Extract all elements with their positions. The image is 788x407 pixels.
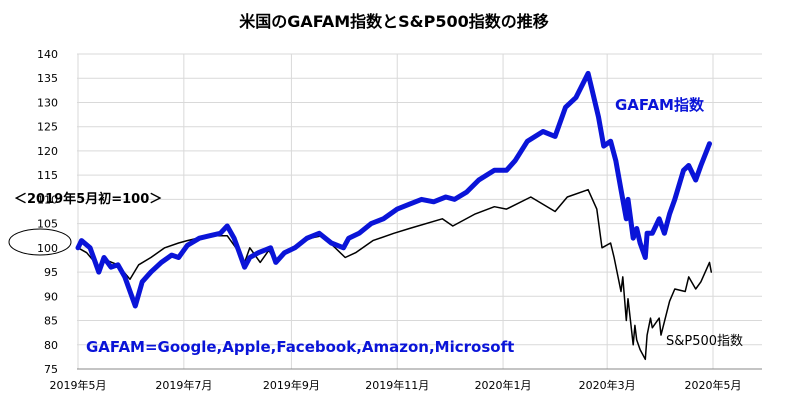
index-base-note: ＜2019年5月初=100＞ xyxy=(14,191,162,207)
y-tick-label: 90 xyxy=(44,290,58,303)
y-tick-label: 100 xyxy=(37,242,58,255)
x-tick-label: 2019年5月 xyxy=(50,378,107,392)
sp500-line xyxy=(77,188,713,361)
y-tick-label: 120 xyxy=(37,145,58,158)
series-label-gafam: GAFAM指数 xyxy=(615,96,705,114)
y-tick-label: 110 xyxy=(37,193,58,206)
x-tick-label: 2019年7月 xyxy=(155,378,212,392)
y-tick-label: 75 xyxy=(44,363,58,376)
x-tick-labels: 2019年5月 2019年7月 2019年9月 2019年11月 2020年1月 2020… xyxy=(50,378,742,392)
x-tick-label: 2020年1月 xyxy=(475,378,532,392)
y-tick-label: 95 xyxy=(44,266,58,279)
x-tick-label: 2019年9月 xyxy=(263,378,320,392)
y-tick-label: 105 xyxy=(37,218,58,231)
y-tick-label: 85 xyxy=(44,315,58,328)
y-tick-label: 140 xyxy=(37,48,58,61)
y-tick-label: 115 xyxy=(37,169,58,182)
gafam-definition-note: GAFAM=Google,Apple,Facebook,Amazon,Micro… xyxy=(86,338,514,356)
y-tick-label: 80 xyxy=(44,339,58,352)
y-tick-label: 135 xyxy=(37,72,58,85)
chart-title: 米国のGAFAM指数とS&P500指数の推移 xyxy=(239,12,549,31)
y-tick-label: 125 xyxy=(37,121,58,134)
y-tick-labels: 75 80 85 90 95 100 105 110 115 120 125 130 135 140 xyxy=(37,48,58,376)
x-tick-label: 2020年5月 xyxy=(685,378,742,392)
y-tick-label: 130 xyxy=(37,96,58,109)
series-label-sp500: S&P500指数 xyxy=(666,334,743,349)
series-lines xyxy=(75,70,713,361)
x-tick-label: 2020年3月 xyxy=(579,378,636,392)
base-value-ellipse xyxy=(8,228,72,256)
x-tick-label: 2019年11月 xyxy=(365,378,429,392)
gridlines xyxy=(77,53,762,369)
gafam-line xyxy=(75,70,712,309)
